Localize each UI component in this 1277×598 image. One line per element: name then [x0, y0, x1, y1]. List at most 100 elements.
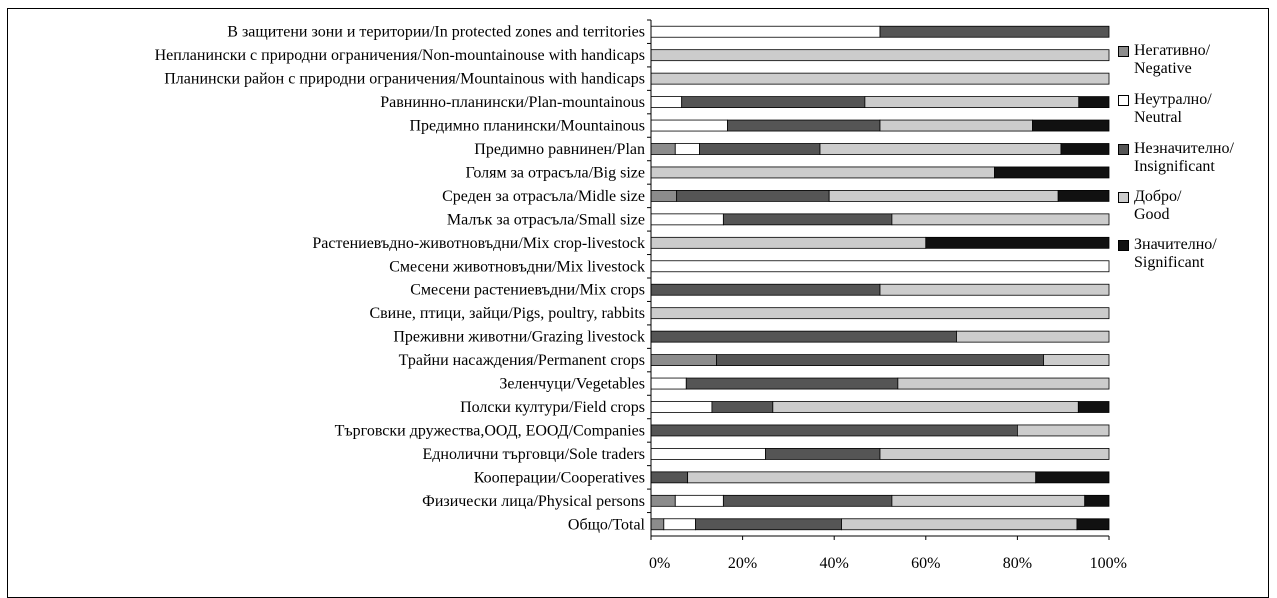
bar-segment-series-2: [716, 354, 1044, 366]
bar-row: [650, 96, 1110, 108]
bar-segment-series-4: [994, 166, 1110, 179]
bar-segment-series-3: [891, 494, 1086, 507]
bar-segment-series-2: [711, 401, 774, 413]
x-tick-label: 20%: [728, 555, 757, 572]
bar-segment-series-0: [650, 143, 676, 155]
bar-segment-series-1: [650, 401, 713, 413]
category-label: Голям за отрасъла/Big size: [466, 164, 646, 181]
category-label: Свине, птици, зайци/Pigs, poultry, rabbi…: [369, 305, 645, 322]
bar-segment-series-4: [1032, 119, 1110, 132]
bar-segment-series-4: [1035, 471, 1110, 484]
category-label: Общо/Total: [568, 516, 646, 533]
bar-row: [650, 72, 1110, 85]
category-label: Преживни животни/Grazing livestock: [393, 329, 645, 346]
bar-segment-series-1: [650, 25, 881, 38]
bar-row: [650, 166, 1110, 179]
bar-segment-series-2: [722, 213, 893, 226]
bar-row: [650, 471, 1110, 484]
category-label: Непланински с природни ограничения/Non-m…: [155, 47, 645, 64]
bar-segment-series-1: [674, 143, 700, 155]
bar-segment-series-1: [674, 494, 724, 507]
bar-segment-series-3: [956, 330, 1110, 343]
legend-swatch: [1118, 46, 1129, 57]
bar-segment-series-2: [695, 518, 842, 531]
bar-row: [650, 283, 1110, 296]
bars-layer: [650, 25, 1110, 531]
x-tick-label: 80%: [1003, 555, 1032, 572]
category-label: Смесени растениевъдни/Mix crops: [410, 282, 645, 299]
bar-segment-series-4: [1060, 143, 1110, 155]
category-label: Растениевъдно-животновъдни/Mix crop-live…: [312, 235, 645, 252]
bar-segment-series-1: [663, 518, 696, 531]
category-label: Предимно планински/Mountainous: [410, 118, 646, 135]
bar-segment-series-2: [699, 143, 821, 155]
bar-row: [650, 190, 1110, 202]
category-label: Физически лица/Physical persons: [422, 493, 645, 510]
bar-row: [650, 330, 1110, 343]
category-label: Среден за отрасъла/Midle size: [442, 188, 645, 205]
category-label: Зеленчуци/Vegetables: [499, 376, 645, 393]
bar-segment-series-3: [891, 213, 1110, 226]
bar-segment-series-3: [819, 143, 1062, 155]
legend-swatch: [1118, 95, 1129, 106]
category-label: Търговски дружества,ООД, ЕООД/Companies: [335, 422, 645, 439]
bar-segment-series-0: [650, 190, 678, 202]
category-label: Смесени животновъдни/Mix livestock: [389, 258, 645, 275]
legend-label: Добро/ Good: [1134, 188, 1182, 223]
bar-row: [650, 213, 1110, 226]
legend-label: Значително/ Significant: [1134, 236, 1217, 271]
category-label: Еднолични търговци/Sole traders: [422, 446, 645, 463]
bar-segment-series-0: [650, 494, 676, 507]
bar-segment-series-3: [1017, 424, 1110, 437]
bar-segment-series-3: [879, 283, 1110, 296]
category-label: Равнинно-планински/Plan-mountainous: [380, 94, 645, 111]
bar-segment-series-2: [650, 283, 881, 296]
bar-segment-series-2: [879, 25, 1110, 38]
bar-segment-series-4: [1057, 190, 1110, 202]
bar-segment-series-3: [828, 190, 1059, 202]
category-label: Малък за отрасъла/Small size: [447, 211, 645, 228]
bar-row: [650, 518, 1110, 531]
bar-segment-series-4: [1077, 401, 1110, 413]
bar-row: [650, 119, 1110, 132]
bar-segment-series-2: [676, 190, 830, 202]
legend-label: Негативно/ Negative: [1134, 42, 1211, 77]
bar-row: [650, 494, 1110, 507]
category-labels: В защитени зони и територии/In protected…: [155, 24, 646, 534]
bar-segment-series-3: [687, 471, 1037, 484]
legend-swatch: [1118, 192, 1129, 203]
bar-row: [650, 448, 1110, 460]
category-label: В защитени зони и територии/In protected…: [227, 24, 645, 41]
bar-segment-series-2: [722, 494, 893, 507]
bar-segment-series-3: [650, 236, 927, 249]
bar-segment-series-1: [650, 377, 687, 390]
bar-segment-series-2: [650, 424, 1018, 437]
bar-segment-series-4: [925, 236, 1110, 249]
bar-segment-series-3: [650, 49, 1110, 62]
bar-segment-series-1: [650, 448, 766, 460]
bar-segment-series-3: [650, 166, 995, 179]
bar-row: [650, 377, 1110, 390]
bar-row: [650, 236, 1110, 249]
bar-segment-series-1: [650, 96, 683, 108]
category-label: Предимно равнинен/Plan: [474, 141, 645, 158]
bar-row: [650, 260, 1110, 273]
x-tick-label: 0%: [649, 555, 670, 572]
bar-segment-series-2: [650, 330, 957, 343]
bar-segment-series-2: [765, 448, 881, 460]
x-tick-labels: 0% 20% 40% 60% 80% 100%: [649, 555, 1127, 572]
bar-segment-series-1: [650, 213, 724, 226]
bar-segment-series-3: [650, 72, 1110, 85]
bar-segment-series-3: [879, 448, 1110, 460]
bar-segment-series-4: [1076, 518, 1110, 531]
legend-label: Незначително/ Insignificant: [1134, 140, 1234, 175]
bar-row: [650, 401, 1110, 413]
bar-row: [650, 354, 1110, 366]
bar-segment-series-2: [685, 377, 899, 390]
bar-segment-series-2: [727, 119, 881, 132]
bar-segment-series-0: [650, 354, 717, 366]
bar-segment-series-0: [650, 518, 665, 531]
bar-row: [650, 143, 1110, 155]
axes-layer: [647, 19, 1110, 540]
category-label: Кооперации/Cooperatives: [474, 469, 645, 486]
